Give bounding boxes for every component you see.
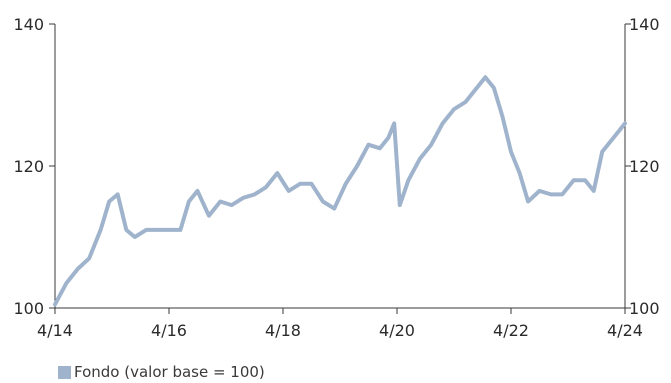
chart-tick-labels: 100 100 120 120 140 140 4/14 4/16 4/18 4/20 4/22 4/… xyxy=(13,15,659,340)
x-tick-label: 4/20 xyxy=(379,321,415,340)
x-tick-label: 4/14 xyxy=(37,321,73,340)
y-tick-label-right: 120 xyxy=(629,157,660,176)
chart-axes xyxy=(49,23,631,314)
series-line xyxy=(53,75,627,307)
x-tick-label: 4/24 xyxy=(607,321,643,340)
y-tick-label-left: 120 xyxy=(13,157,44,176)
legend-label: Fondo (valor base = 100) xyxy=(74,363,265,381)
chart-legend: Fondo (valor base = 100) xyxy=(58,362,265,382)
y-tick-label-right: 140 xyxy=(629,15,660,34)
x-tick-label: 4/18 xyxy=(265,321,301,340)
y-tick-label-left: 100 xyxy=(13,299,44,318)
y-tick-label-left: 140 xyxy=(13,15,44,34)
x-tick-label: 4/16 xyxy=(151,321,187,340)
chart-series xyxy=(53,75,627,307)
x-tick-label: 4/22 xyxy=(493,321,529,340)
legend-swatch xyxy=(58,365,71,379)
y-tick-label-right: 100 xyxy=(629,299,660,318)
